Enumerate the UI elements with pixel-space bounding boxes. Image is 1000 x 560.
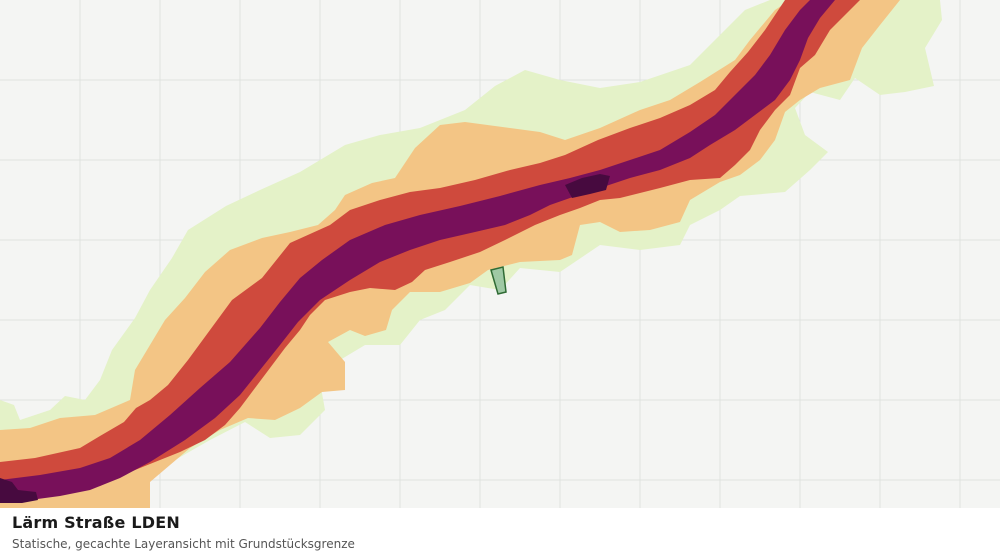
map-caption: Lärm Straße LDEN Statische, gecachte Lay…	[0, 508, 1000, 560]
layer-subtitle: Statische, gecachte Layeransicht mit Gru…	[12, 537, 355, 551]
map-viewport[interactable]	[0, 0, 1000, 508]
noise-zone-class-5	[565, 174, 610, 198]
noise-map[interactable]	[0, 0, 1000, 508]
parcel-boundary[interactable]	[490, 266, 507, 295]
layer-title: Lärm Straße LDEN	[12, 513, 180, 532]
noise-zone-class-3	[0, 0, 860, 502]
noise-zone-class-5-west	[0, 478, 38, 503]
